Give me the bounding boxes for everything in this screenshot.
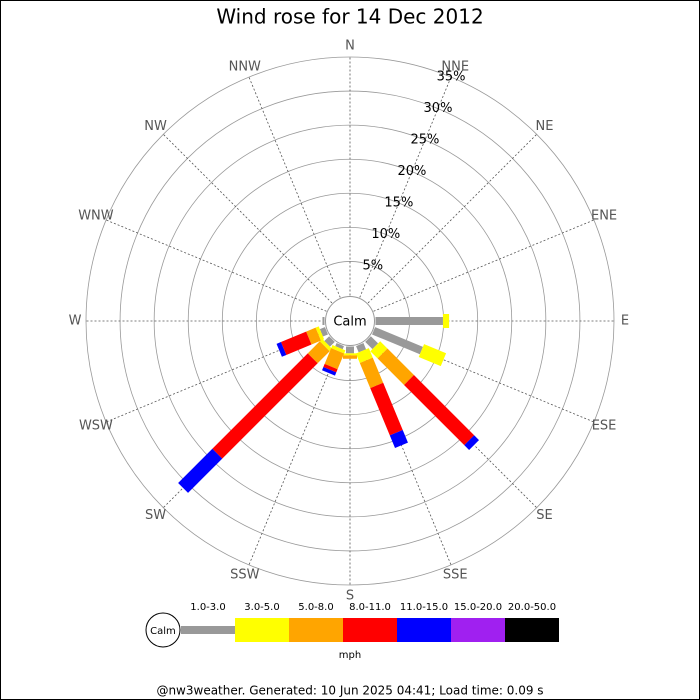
r-tick-label: 15% (384, 196, 413, 211)
legend-label: 8.0-11.0 (349, 602, 391, 613)
direction-label: WNW (78, 208, 114, 223)
r-tick-label: 35% (437, 70, 466, 85)
grid-ring (153, 124, 547, 518)
wind-bar (377, 348, 414, 385)
wind-bar (307, 341, 330, 364)
direction-label: NNW (229, 59, 261, 74)
r-tick-label: 30% (424, 101, 453, 116)
r-tick-label: 10% (371, 227, 400, 242)
wind-bar (343, 353, 357, 356)
legend-swatch (343, 618, 397, 642)
wind-bar (404, 375, 475, 446)
direction-label: N (345, 39, 355, 54)
grid-ring (221, 192, 479, 450)
direction-label: E (621, 314, 629, 329)
direction-label: ESE (592, 419, 617, 434)
legend-label: 3.0-5.0 (244, 602, 279, 613)
wind-bar (375, 317, 443, 325)
footer: @nw3weather. Generated: 10 Jun 2025 04:4… (156, 684, 543, 698)
legend-label: 1.0-3.0 (190, 602, 225, 613)
direction-label: WSW (79, 419, 113, 434)
wind-bar (324, 336, 335, 347)
r-tick-label: 20% (397, 164, 426, 179)
wind-bar (331, 345, 346, 354)
direction-label: SSW (230, 568, 260, 583)
legend-calm-circle (145, 612, 181, 648)
wind-bar (442, 314, 450, 328)
legend-unit: mph (339, 650, 361, 661)
wind-bar (389, 430, 408, 448)
legend-calm-label: Calm (150, 626, 176, 637)
wind-bar (335, 343, 344, 350)
direction-label: NE (535, 119, 553, 134)
wind-bar (346, 346, 354, 354)
wind-bar (319, 338, 333, 352)
wind-bar (178, 448, 223, 493)
legend-label: 5.0-8.0 (298, 602, 333, 613)
direction-label: NW (144, 119, 167, 134)
wind-bar (370, 382, 403, 436)
wind-bar (418, 344, 447, 367)
wind-bar (323, 363, 338, 373)
wind-bar (319, 327, 328, 337)
wind-bar (212, 353, 318, 459)
wind-bar (343, 355, 357, 359)
chart-title: Wind rose for 14 Dec 2012 (216, 5, 483, 29)
wind-bar (365, 336, 379, 350)
legend-swatch (289, 618, 343, 642)
legend-label: 20.0-50.0 (508, 602, 556, 613)
calm-label: Calm (333, 315, 366, 330)
direction-label: S (346, 589, 354, 604)
legend-label: 15.0-20.0 (454, 602, 502, 613)
legend-swatch (235, 618, 289, 642)
wind-bar (315, 326, 325, 341)
calm-circle (325, 296, 375, 346)
legend-swatch (505, 618, 559, 642)
wind-bar (306, 327, 321, 345)
r-tick-label: 5% (362, 258, 383, 273)
direction-label: SE (536, 508, 552, 523)
wind-bar (370, 341, 388, 359)
wind-bar (372, 327, 423, 355)
direction-label: ENE (591, 208, 617, 223)
r-tick-label: 25% (410, 133, 439, 148)
legend-label: 11.0-15.0 (400, 602, 448, 613)
wind-bar (359, 357, 384, 389)
direction-label: NNE (441, 59, 469, 74)
wind-bar (356, 343, 367, 353)
grid-ring (85, 56, 615, 586)
wind-bar (322, 317, 325, 325)
wind-bar (322, 367, 337, 376)
legend-swatch (397, 618, 451, 642)
wind-bar (464, 435, 479, 450)
wind-bar (276, 342, 287, 357)
direction-label: W (69, 314, 82, 329)
wind-bar (355, 348, 373, 363)
legend-swatch (181, 626, 235, 634)
wind-bar (280, 331, 312, 355)
legend-swatch (451, 618, 505, 642)
wind-bar (324, 348, 345, 370)
direction-label: SSE (443, 568, 468, 583)
direction-label: SW (145, 508, 166, 523)
